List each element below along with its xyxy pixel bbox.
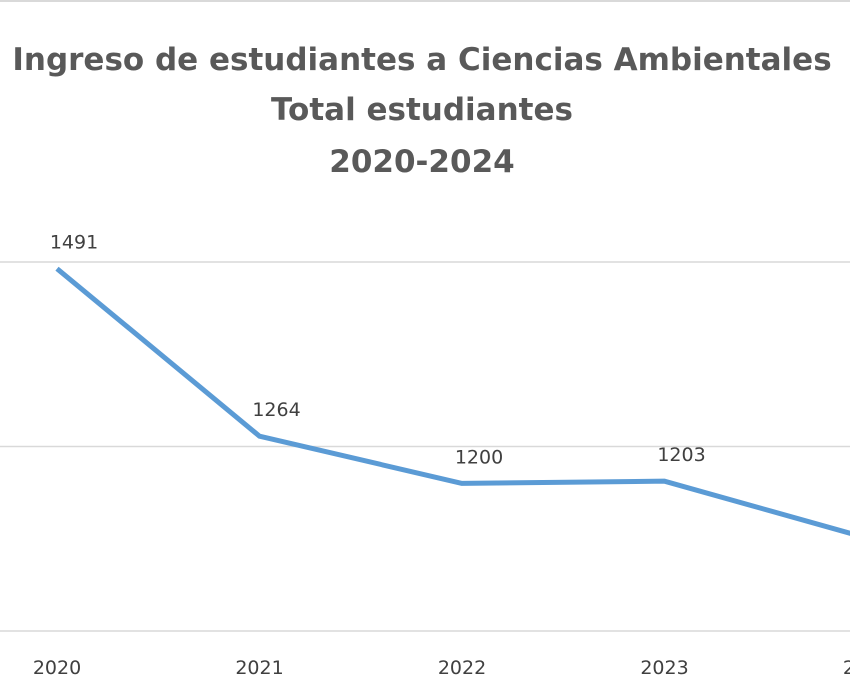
data-label: 1264 [252, 399, 300, 421]
x-tick-label: 2021 [235, 657, 283, 679]
chart-title: 2020-2024 [329, 144, 514, 180]
chart-title: Total estudiantes [271, 92, 573, 128]
data-label: 1203 [657, 444, 705, 466]
series-line [55, 266, 850, 536]
data-label: 1200 [455, 446, 503, 468]
x-tick-label: 2024 [843, 657, 850, 679]
x-tick-label: 2022 [438, 657, 486, 679]
data-label: 1491 [50, 232, 98, 254]
x-tick-label: 2023 [640, 657, 688, 679]
x-tick-label: 2020 [33, 657, 81, 679]
chart-title: Ingreso de estudiantes a Ciencias Ambien… [12, 42, 831, 78]
